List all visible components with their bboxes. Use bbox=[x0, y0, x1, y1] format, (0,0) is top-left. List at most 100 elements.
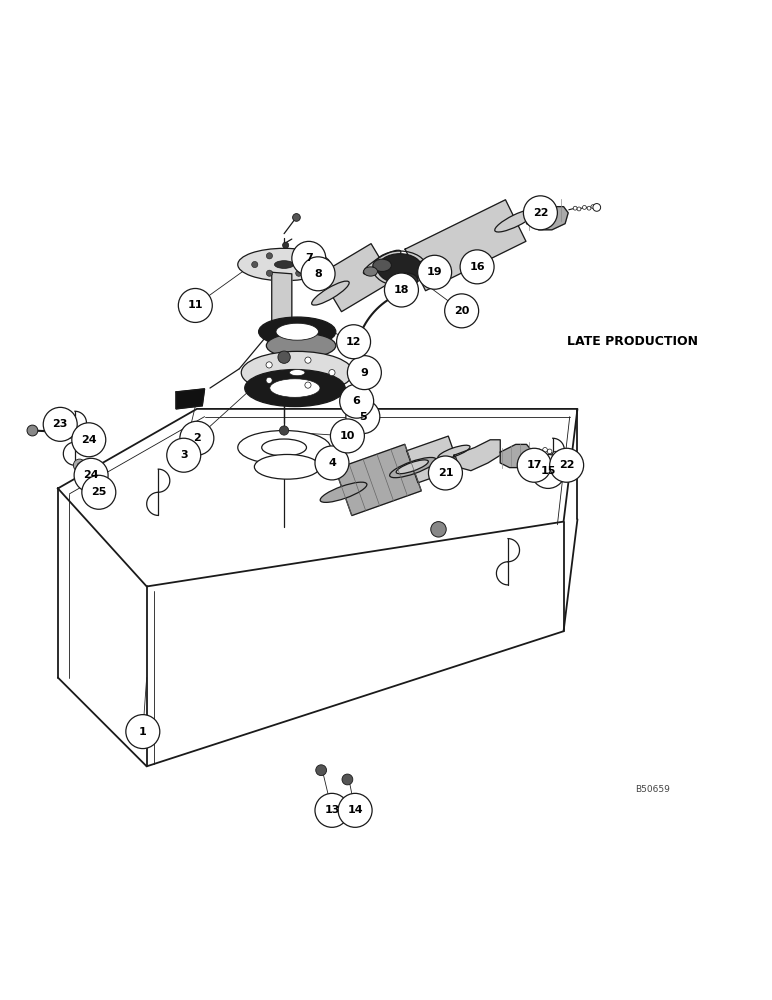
Text: 5: 5 bbox=[359, 412, 367, 422]
Circle shape bbox=[573, 206, 577, 210]
Circle shape bbox=[252, 261, 258, 268]
Text: 8: 8 bbox=[314, 269, 322, 279]
Circle shape bbox=[293, 214, 300, 221]
Circle shape bbox=[77, 463, 82, 468]
Ellipse shape bbox=[312, 281, 349, 305]
Circle shape bbox=[593, 204, 601, 211]
Text: 1: 1 bbox=[139, 727, 147, 737]
Circle shape bbox=[296, 270, 302, 276]
Ellipse shape bbox=[259, 317, 336, 346]
Text: 25: 25 bbox=[91, 487, 107, 497]
Circle shape bbox=[167, 438, 201, 472]
Circle shape bbox=[428, 456, 462, 490]
Circle shape bbox=[460, 250, 494, 284]
Circle shape bbox=[384, 273, 418, 307]
Ellipse shape bbox=[364, 267, 378, 276]
Ellipse shape bbox=[245, 370, 345, 407]
Text: 12: 12 bbox=[346, 337, 361, 347]
Text: 6: 6 bbox=[353, 396, 361, 406]
Ellipse shape bbox=[290, 370, 305, 376]
Text: 16: 16 bbox=[469, 262, 485, 272]
Text: 24: 24 bbox=[81, 435, 96, 445]
Polygon shape bbox=[454, 440, 500, 471]
Circle shape bbox=[517, 448, 551, 482]
Text: 23: 23 bbox=[52, 419, 68, 429]
Ellipse shape bbox=[270, 379, 320, 397]
Ellipse shape bbox=[495, 209, 537, 232]
Ellipse shape bbox=[254, 454, 320, 479]
Circle shape bbox=[431, 522, 446, 537]
Ellipse shape bbox=[364, 250, 401, 274]
Text: 21: 21 bbox=[438, 468, 453, 478]
Circle shape bbox=[315, 793, 349, 827]
Circle shape bbox=[329, 370, 335, 376]
Circle shape bbox=[543, 448, 547, 452]
Circle shape bbox=[523, 196, 557, 230]
Circle shape bbox=[292, 241, 326, 275]
Circle shape bbox=[178, 288, 212, 322]
Polygon shape bbox=[272, 272, 292, 332]
Text: 3: 3 bbox=[180, 450, 188, 460]
Circle shape bbox=[305, 382, 311, 388]
Circle shape bbox=[550, 448, 584, 482]
Circle shape bbox=[81, 468, 93, 481]
Polygon shape bbox=[335, 444, 422, 516]
Circle shape bbox=[577, 207, 581, 211]
Circle shape bbox=[279, 426, 289, 435]
Polygon shape bbox=[407, 436, 459, 483]
Circle shape bbox=[347, 356, 381, 390]
Circle shape bbox=[301, 257, 335, 291]
Text: 19: 19 bbox=[427, 267, 442, 277]
Ellipse shape bbox=[378, 254, 422, 283]
Ellipse shape bbox=[390, 457, 436, 478]
Circle shape bbox=[582, 205, 586, 209]
Circle shape bbox=[43, 407, 77, 441]
Text: 2: 2 bbox=[193, 433, 201, 443]
Ellipse shape bbox=[241, 351, 353, 394]
Ellipse shape bbox=[238, 431, 330, 464]
Ellipse shape bbox=[276, 323, 318, 340]
Text: 9: 9 bbox=[361, 368, 368, 378]
Polygon shape bbox=[320, 244, 393, 312]
Text: 22: 22 bbox=[559, 460, 574, 470]
Circle shape bbox=[67, 430, 72, 434]
Circle shape bbox=[266, 253, 273, 259]
Circle shape bbox=[278, 351, 290, 363]
Circle shape bbox=[342, 774, 353, 785]
Text: 17: 17 bbox=[527, 460, 542, 470]
Ellipse shape bbox=[396, 273, 418, 287]
Circle shape bbox=[547, 449, 552, 454]
Text: 18: 18 bbox=[394, 285, 409, 295]
Text: B50659: B50659 bbox=[635, 785, 670, 794]
Ellipse shape bbox=[328, 451, 345, 460]
Circle shape bbox=[266, 270, 273, 276]
Circle shape bbox=[418, 255, 452, 289]
Circle shape bbox=[340, 384, 374, 418]
Polygon shape bbox=[176, 389, 205, 409]
Circle shape bbox=[266, 377, 273, 383]
Ellipse shape bbox=[438, 445, 470, 459]
Circle shape bbox=[445, 294, 479, 328]
Circle shape bbox=[330, 419, 364, 453]
Circle shape bbox=[338, 793, 372, 827]
Circle shape bbox=[63, 426, 76, 438]
Text: 7: 7 bbox=[305, 253, 313, 263]
Text: 20: 20 bbox=[454, 306, 469, 316]
Text: 4: 4 bbox=[328, 458, 336, 468]
Ellipse shape bbox=[262, 439, 306, 456]
Polygon shape bbox=[405, 200, 526, 291]
Circle shape bbox=[320, 459, 328, 467]
Ellipse shape bbox=[238, 248, 330, 281]
Polygon shape bbox=[527, 207, 568, 230]
Text: 14: 14 bbox=[347, 805, 363, 815]
Circle shape bbox=[82, 475, 116, 509]
Ellipse shape bbox=[394, 258, 436, 281]
Circle shape bbox=[310, 261, 317, 268]
Circle shape bbox=[316, 765, 327, 776]
Ellipse shape bbox=[373, 259, 391, 271]
Circle shape bbox=[74, 458, 108, 492]
Text: 11: 11 bbox=[188, 300, 203, 310]
Circle shape bbox=[72, 423, 106, 457]
Circle shape bbox=[591, 205, 595, 209]
Circle shape bbox=[537, 449, 541, 454]
